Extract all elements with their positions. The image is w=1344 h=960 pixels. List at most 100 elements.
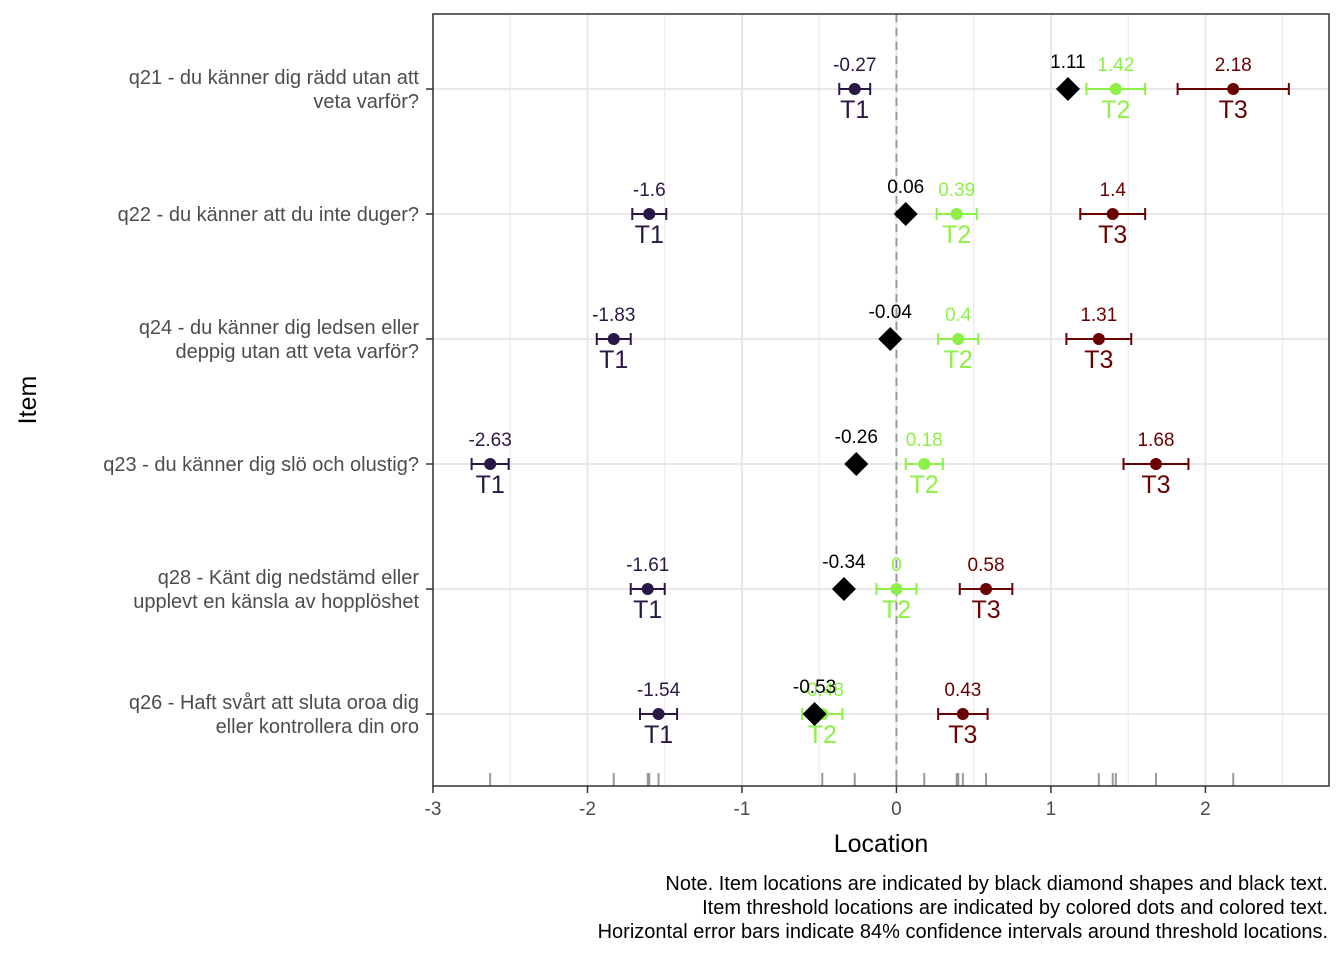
threshold-value-label: 2.18 [1215,55,1252,76]
x-tick-label: -1 [734,799,751,820]
x-tick-label: -3 [425,799,442,820]
chart-note: Note. Item locations are indicated by bl… [428,872,1328,944]
threshold-name-label: T1 [476,471,505,499]
x-tick-label: 1 [1046,799,1057,820]
threshold-name-label: T3 [1141,471,1170,499]
y-tick-label: q28 - Känt dig nedstämd eller [158,567,420,589]
x-tick-label: 0 [891,799,902,820]
threshold-point [607,333,620,345]
threshold-value-label: -1.6 [633,180,666,201]
item-group: -1.6 T1 0.39 T2 1.4 T3 0.06 [631,177,1147,249]
threshold-name-label: T3 [1219,96,1248,124]
threshold-point [950,208,963,220]
threshold-name-label: T2 [882,596,911,624]
threshold-point [952,333,965,345]
y-tick-label: q26 - Haft svårt att sluta oroa dig [129,692,419,714]
item-location-diamond [1055,77,1080,101]
threshold-value-label: 0.58 [968,555,1005,576]
item-location-label: 0.06 [887,177,924,198]
threshold-point [956,708,969,720]
threshold-name-label: T1 [644,721,673,749]
y-tick-label: deppig utan att veta varför? [176,341,420,363]
grid-layer [432,14,1329,786]
threshold-point [918,458,931,470]
y-axis-title: Item [14,376,42,425]
threshold-point [980,583,993,595]
item-location-label: -0.04 [869,302,913,323]
threshold-name-label: T2 [1101,96,1130,124]
y-tick-label: q24 - du känner dig ledsen eller [139,317,420,339]
threshold-name-label: T1 [599,346,628,374]
threshold-point [848,83,861,95]
threshold-point [1227,83,1240,95]
threshold-name-label: T1 [635,221,664,249]
threshold-name-label: T3 [948,721,977,749]
threshold-value-label: 1.42 [1097,55,1134,76]
threshold-name-label: T2 [808,721,837,749]
y-tick-label: q21 - du känner dig rädd utan att [129,67,420,89]
threshold-value-label: -1.83 [592,305,635,326]
x-axis-title: Location [834,830,929,858]
panel-background [433,14,1329,786]
item-location-label: -0.26 [835,427,878,448]
item-group: -1.54 T1 -0.48 T2 0.43 T3 -0.53 [637,677,989,749]
threshold-point [1149,458,1162,470]
marks-layer: -0.27 T1 1.42 T2 2.18 T3 1.11 -1.6 T1 0.39 T2 1.4 T3… [469,52,1290,749]
threshold-value-label: 1.4 [1100,180,1127,201]
note-line: Horizontal error bars indicate 84% confi… [597,921,1328,943]
threshold-value-label: 0.43 [944,680,981,701]
threshold-name-label: T2 [942,221,971,249]
item-location-diamond [878,327,903,351]
threshold-name-label: T1 [633,596,662,624]
threshold-value-label: 0.4 [945,305,972,326]
item-group: -2.63 T1 0.18 T2 1.68 T3 -0.26 [469,427,1190,499]
threshold-point [484,458,497,470]
threshold-name-label: T1 [840,96,869,124]
y-tick-label: eller kontrollera din oro [216,716,419,738]
y-tick-label: q22 - du känner att du inte duger? [118,204,419,226]
threshold-name-label: T3 [971,596,1000,624]
item-location-label: 1.11 [1050,52,1086,73]
threshold-point [1106,208,1119,220]
threshold-value-label: 1.31 [1080,305,1117,326]
threshold-value-label: 1.68 [1137,430,1174,451]
threshold-name-label: T3 [1084,346,1113,374]
item-location-label: -0.53 [793,677,836,698]
y-tick-label: upplevt en känsla av hopplöshet [133,591,419,613]
item-location-diamond [802,702,827,726]
note-line: Note. Item locations are indicated by bl… [665,873,1328,895]
item-location-diamond [831,577,856,601]
item-group: -1.61 T1 0 T2 0.58 T3 -0.34 [626,552,1014,624]
item-location-label: -0.34 [822,552,866,573]
threshold-point [890,583,903,595]
x-tick-label: 2 [1200,799,1211,820]
threshold-value-label: -0.27 [833,55,876,76]
y-tick-label: q23 - du känner dig slö och olustig? [103,454,419,476]
threshold-value-label: 0 [891,555,902,576]
item-location-diamond [893,202,918,226]
threshold-name-label: T2 [910,471,939,499]
threshold-value-label: -1.54 [637,680,681,701]
threshold-value-label: -0.48 [801,680,844,701]
threshold-name-label: T2 [944,346,973,374]
threshold-point [643,208,656,220]
note-line: Item threshold locations are indicated b… [702,897,1328,919]
threshold-value-label: 0.39 [938,180,975,201]
threshold-value-label: 0.18 [906,430,943,451]
threshold-name-label: T3 [1098,221,1127,249]
threshold-point [1092,333,1105,345]
x-tick-label: -2 [579,799,596,820]
rug-layer [489,773,1235,786]
axes-layer: -3 -2 -1 0 1 2 q21 - du känner dig rädd utan a… [103,67,1210,820]
item-group: -1.83 T1 0.4 T2 1.31 T3 -0.04 [592,302,1133,374]
threshold-value-label: -2.63 [469,430,512,451]
item-location-diamond [844,452,869,476]
threshold-point [641,583,654,595]
y-tick-label: veta varför? [313,91,419,113]
threshold-value-label: -1.61 [626,555,669,576]
threshold-point [1109,83,1122,95]
item-group: -0.27 T1 1.42 T2 2.18 T3 1.11 [833,52,1290,124]
panel-border [432,13,1330,787]
threshold-point [652,708,665,720]
